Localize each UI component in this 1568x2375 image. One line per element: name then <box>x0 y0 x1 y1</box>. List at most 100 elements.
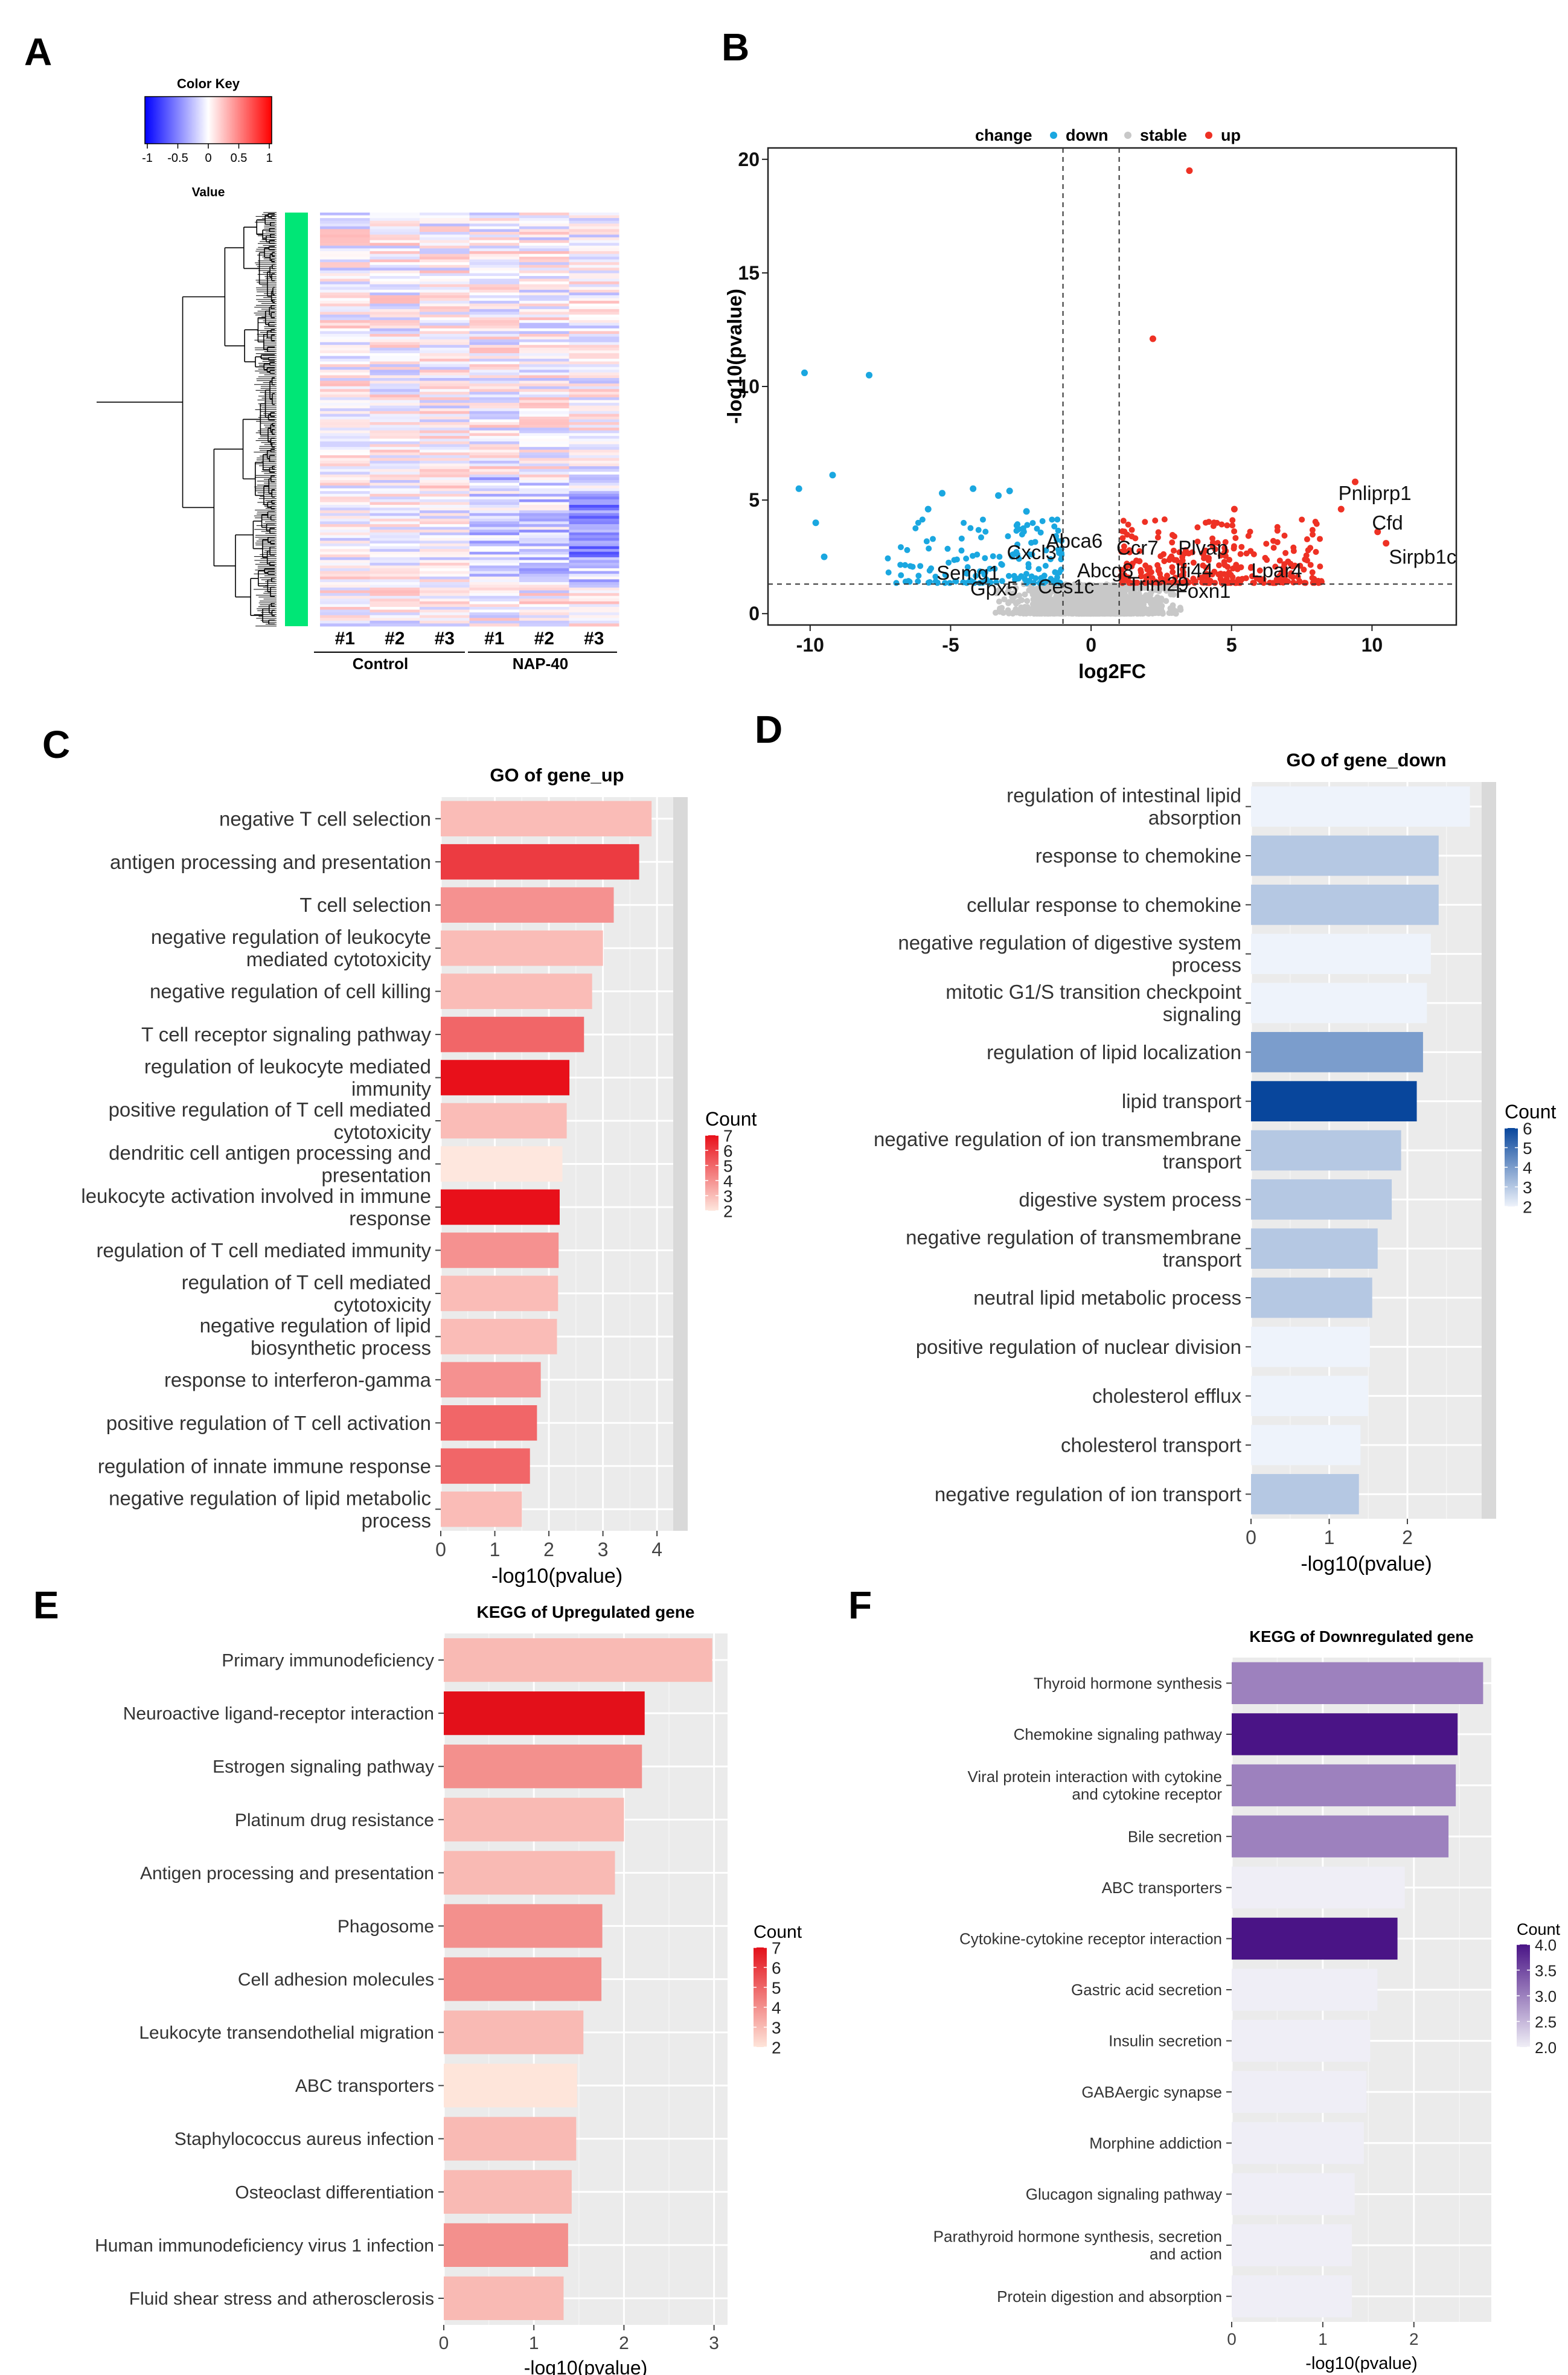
heatmap-cell <box>420 416 470 420</box>
gene-label: Abca6 <box>1046 530 1103 552</box>
heatmap-cell <box>469 585 520 588</box>
heatmap-cell <box>569 231 619 236</box>
up-point <box>1200 551 1207 558</box>
heatmap-cell <box>519 623 569 627</box>
bar <box>444 2063 577 2107</box>
heatmap-cell <box>569 530 619 533</box>
heatmap-cell <box>569 270 619 274</box>
heatmap-cell <box>370 419 420 423</box>
heatmap-cell <box>469 248 520 252</box>
heatmap-cell <box>519 535 569 539</box>
legend-tick-label: 4 <box>772 1999 781 2018</box>
heatmap-cell <box>469 479 520 484</box>
heatmap-cell <box>320 306 370 310</box>
x-tick-label: 3 <box>709 2333 719 2353</box>
heatmap-cell <box>420 507 470 511</box>
heatmap-cell <box>370 422 420 426</box>
legend-tick-label: 3 <box>772 2019 781 2037</box>
bar <box>441 1448 530 1484</box>
bar <box>1251 1130 1401 1171</box>
heatmap-cell <box>569 273 619 277</box>
heatmap-cell <box>370 607 420 611</box>
heatmap-cell <box>569 518 619 522</box>
heatmap-cell <box>320 262 370 266</box>
heatmap-cell <box>569 361 619 365</box>
down-point <box>1023 580 1030 586</box>
heatmap-cell <box>320 312 370 315</box>
up-point <box>1281 561 1288 568</box>
heatmap-cell <box>320 562 370 566</box>
heatmap-cell <box>469 433 520 437</box>
up-point <box>1133 557 1140 564</box>
legend-title: Count <box>1517 1920 1561 1938</box>
heatmap-cell <box>370 510 420 514</box>
heatmap-cell <box>519 449 569 453</box>
heatmap-cell <box>420 618 470 621</box>
bar <box>444 2117 577 2161</box>
heatmap-cell <box>519 433 569 437</box>
heatmap-cell <box>320 513 370 516</box>
heatmap-cell <box>320 612 370 616</box>
up-point <box>1310 531 1316 538</box>
bar <box>444 1691 645 1736</box>
heatmap-cell <box>370 361 420 365</box>
y-tick-label: cellular response to chemokine <box>967 894 1241 916</box>
bar <box>444 2276 564 2321</box>
heatmap-cell <box>420 588 470 591</box>
stable-point <box>1036 611 1043 617</box>
heatmap-cell <box>519 546 569 550</box>
heatmap-cell <box>320 521 370 525</box>
x-tick-label: 0 <box>1227 2330 1237 2348</box>
heatmap-cell <box>420 333 470 337</box>
bar <box>1232 1969 1378 2011</box>
x-tick-label: 1 <box>1318 2330 1328 2348</box>
heatmap-cell <box>569 455 619 458</box>
heatmap-cell <box>370 482 420 486</box>
heatmap-cell <box>420 237 470 241</box>
heatmap-cell <box>420 234 470 238</box>
heatmap-cell <box>569 562 619 566</box>
heatmap-cell <box>370 554 420 558</box>
panel-letter-a: A <box>24 30 52 74</box>
heatmap-cell <box>420 469 470 472</box>
heatmap-cell <box>569 505 619 508</box>
gene-label: Abcg8 <box>1077 559 1134 582</box>
bar <box>441 1491 522 1527</box>
heatmap-cell <box>469 251 520 254</box>
heatmap-cell <box>320 278 370 282</box>
heatmap-cell <box>320 540 370 544</box>
bar <box>1251 1031 1423 1072</box>
heatmap-cell <box>469 491 520 495</box>
heatmap-cell <box>469 292 520 296</box>
heatmap-cell <box>320 507 370 511</box>
heatmap-cell <box>320 254 370 257</box>
stable-point <box>1001 596 1008 603</box>
heatmap-cell <box>469 516 520 519</box>
up-point <box>1161 558 1168 565</box>
heatmap-cell <box>569 447 619 450</box>
bar <box>1251 982 1427 1024</box>
heatmap-cell <box>420 408 470 412</box>
y-tick-label: response to interferon-gamma <box>164 1368 432 1391</box>
legend-tick-label: 3.0 <box>1535 1987 1557 2005</box>
heatmap-cell <box>420 623 470 627</box>
stable-point <box>1080 585 1087 591</box>
heatmap-cell <box>370 298 420 301</box>
heatmap-cell <box>370 245 420 249</box>
heatmap-cell <box>370 292 420 296</box>
down-point <box>1054 516 1061 523</box>
panel-letter-b: B <box>722 25 749 69</box>
heatmap-cell <box>370 237 420 241</box>
heatmap-cell <box>370 389 420 393</box>
heatmap-cell <box>469 554 520 558</box>
legend-tick-label: 5 <box>723 1157 733 1176</box>
heatmap-cell <box>469 609 520 613</box>
stable-point <box>1031 590 1038 597</box>
heatmap-cell <box>370 505 420 508</box>
up-point <box>1304 557 1310 564</box>
heatmap-cell <box>469 615 520 618</box>
up-point <box>1230 545 1237 552</box>
cluster-color-bar <box>285 213 308 626</box>
color-key-tick-label: -1 <box>142 152 153 165</box>
